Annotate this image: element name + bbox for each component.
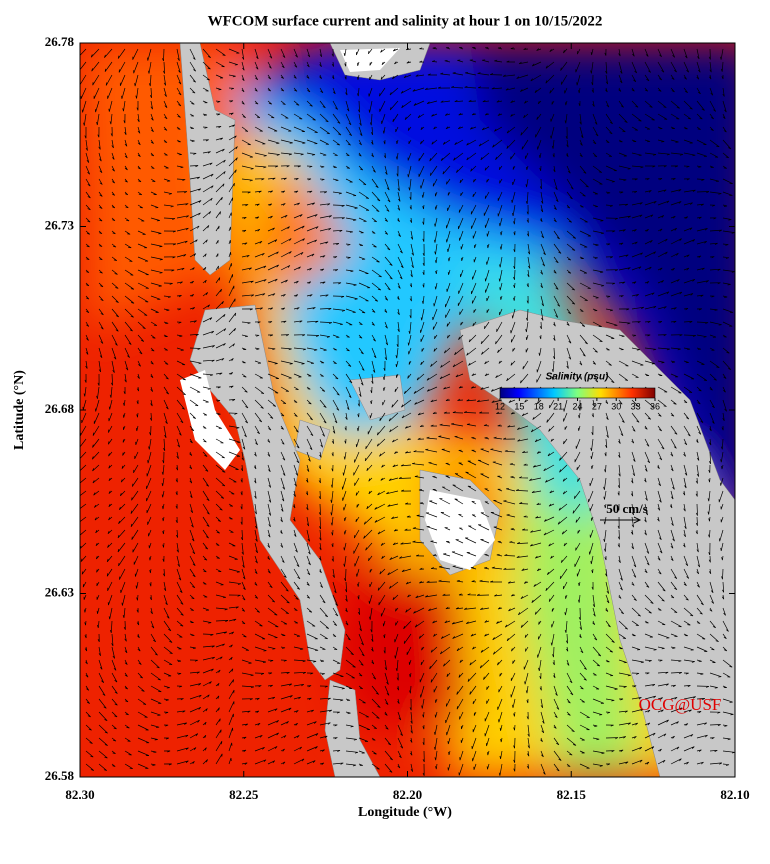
colorbar-tick-label: 12 <box>495 401 505 411</box>
y-tick-label: 26.73 <box>45 217 75 232</box>
colorbar-tick-label: 30 <box>611 401 621 411</box>
y-axis-label: Latitude (°N) <box>12 370 27 450</box>
y-tick-label: 26.63 <box>45 584 75 599</box>
x-tick-label: 82.15 <box>557 787 587 802</box>
colorbar-tick-label: 18 <box>534 401 544 411</box>
dry-area <box>180 48 495 570</box>
colorbar-tick-label: 33 <box>631 401 641 411</box>
colorbar <box>499 387 656 399</box>
map-title: WFCOM surface current and salinity at ho… <box>208 13 603 29</box>
colorbar-tick-label: 36 <box>650 401 660 411</box>
y-tick-label: 26.58 <box>45 768 75 783</box>
y-tick-label: 26.68 <box>45 401 75 416</box>
colorbar-tick-label: 24 <box>572 401 582 411</box>
x-axis-label: Longitude (°W) <box>358 805 452 820</box>
scale-arrow <box>600 516 642 524</box>
colorbar-tick-label: 27 <box>592 401 602 411</box>
x-tick-label: 82.10 <box>720 787 749 802</box>
colorbar-tick-label: 21 <box>553 401 563 411</box>
credit: OCG@USF <box>639 695 722 714</box>
current-vectors <box>80 47 735 776</box>
y-tick-label: 26.78 <box>45 34 75 49</box>
x-tick-label: 82.25 <box>229 787 259 802</box>
x-tick-label: 82.30 <box>65 787 94 802</box>
colorbar-tick-label: 15 <box>514 401 524 411</box>
colorbar-title: Salinity (psu) <box>546 372 609 383</box>
scale-arrow-label: 50 cm/s <box>606 501 648 516</box>
x-tick-label: 82.20 <box>393 787 422 802</box>
